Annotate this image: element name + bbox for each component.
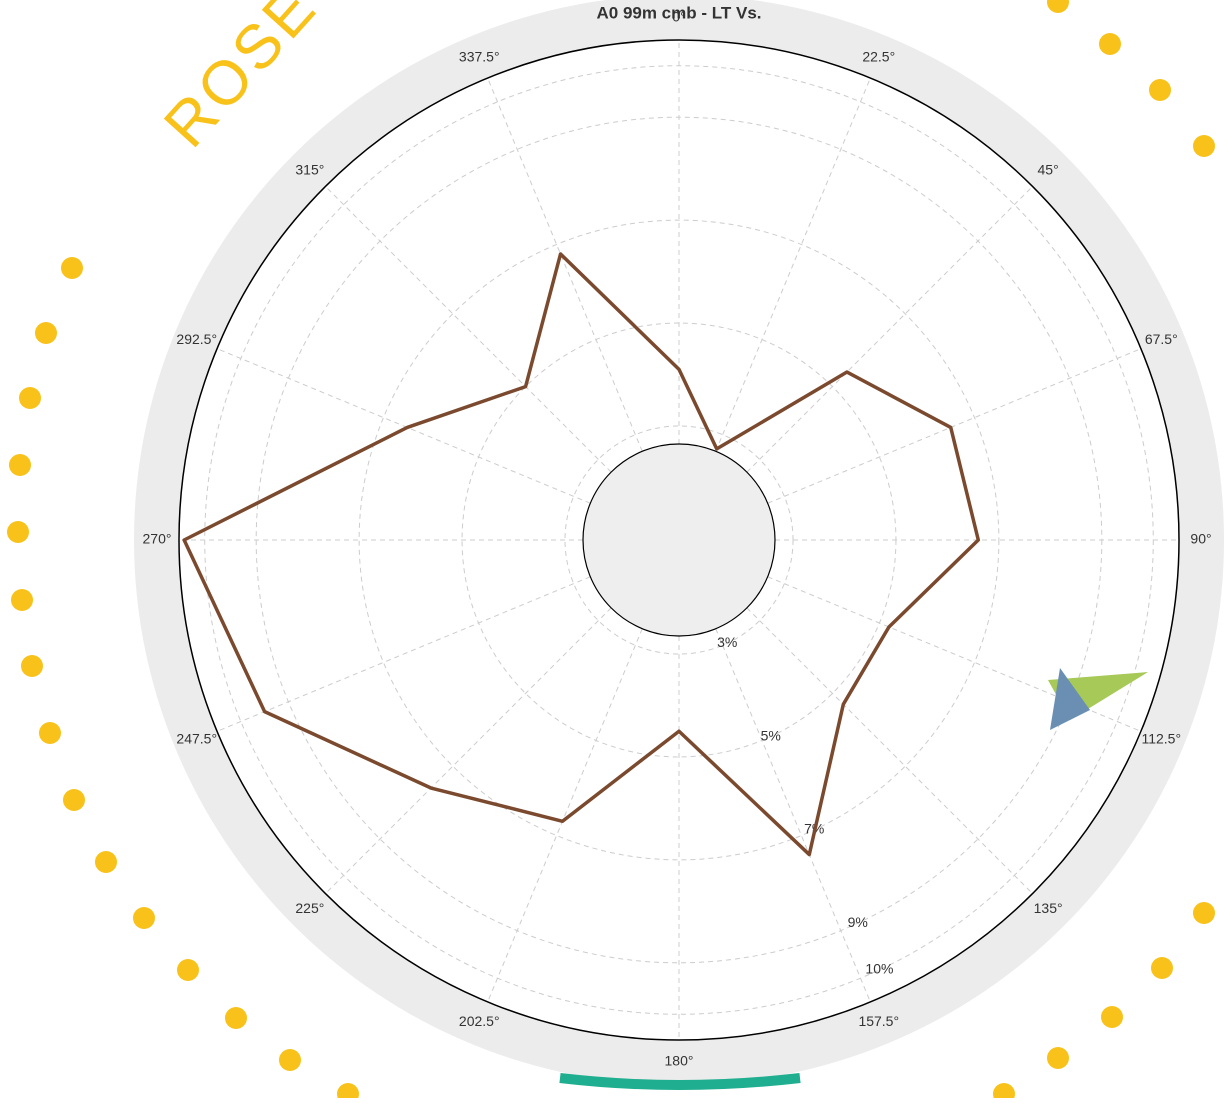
angle-label: 67.5° [1145,331,1178,347]
angle-label: 337.5° [459,48,500,64]
angle-label: 225° [295,900,324,916]
radial-tick-label: 5% [761,727,781,743]
angle-label: 292.5° [176,331,217,347]
angle-label: 315° [295,162,324,178]
page: 0°22.5°45°67.5°90°112.5°135°157.5°180°20… [0,0,1225,1098]
angle-label: 90° [1190,531,1211,547]
angle-label: 180° [665,1053,694,1069]
angle-label: 247.5° [176,730,217,746]
angle-label: 45° [1038,162,1059,178]
chart: 0°22.5°45°67.5°90°112.5°135°157.5°180°20… [0,0,1225,1098]
angle-label: 202.5° [459,1013,500,1029]
angle-label: 270° [143,531,172,547]
radial-tick-label: 10% [865,961,893,977]
radial-tick-label: 9% [848,914,868,930]
angle-label: 22.5° [862,48,895,64]
angle-label: 135° [1034,900,1063,916]
radial-tick-label: 3% [717,634,737,650]
inner-circle [583,444,775,636]
angle-label: 157.5° [858,1013,899,1029]
angle-label: 112.5° [1141,730,1181,746]
chart-title: A0 99m cmb - LT Vs. [596,3,761,22]
